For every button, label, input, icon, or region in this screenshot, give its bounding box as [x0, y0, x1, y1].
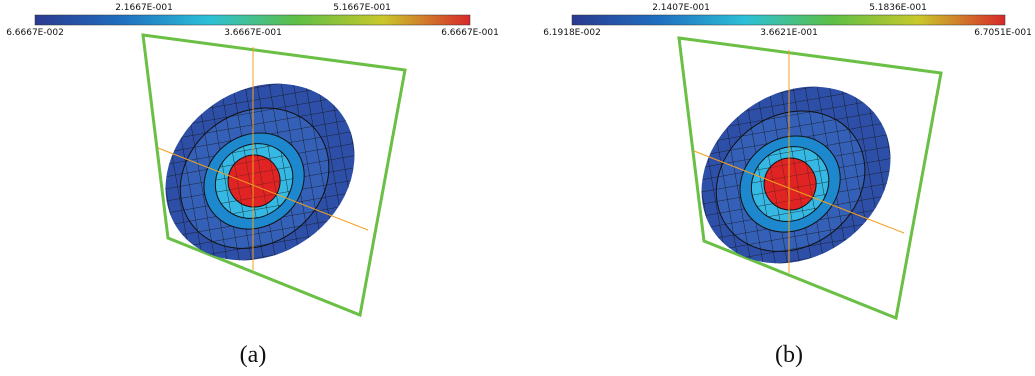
colorbar-label: 3.6667E-001: [224, 28, 282, 38]
rendering: [129, 33, 407, 317]
caption: (b): [775, 342, 803, 368]
colorbar-label: 5.1667E-001: [333, 3, 391, 13]
panel-a: 2.1667E-001 5.1667E-001 6.6667E-002 3.66…: [6, 3, 499, 368]
colorbar-label: 6.6667E-002: [6, 28, 64, 38]
colorbar-label: 2.1407E-001: [652, 3, 710, 13]
caption: (a): [240, 342, 267, 368]
colorbar-label: 2.1667E-001: [115, 3, 173, 13]
colorbar: [34, 14, 471, 26]
colorbar-label: 6.6667E-001: [441, 28, 499, 38]
rendering: [665, 36, 943, 320]
colorbar: [571, 14, 1006, 26]
colorbar-label: 5.1836E-001: [869, 3, 927, 13]
colorbar-label: 6.7051E-001: [974, 28, 1032, 38]
colorbar-label: 3.6621E-001: [760, 28, 818, 38]
panel-b: 2.1407E-001 5.1836E-001 6.1918E-002 3.66…: [543, 3, 1032, 368]
colorbar-label: 6.1918E-002: [543, 28, 601, 38]
